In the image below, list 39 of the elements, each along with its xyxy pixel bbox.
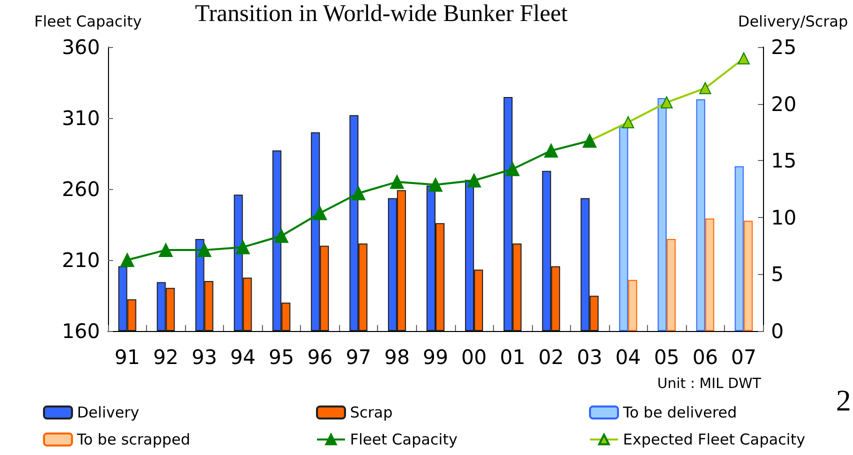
y2-tick-label: 15 bbox=[771, 148, 796, 173]
x-tick-label: 96 bbox=[307, 345, 333, 369]
x-tick-label: 07 bbox=[731, 345, 756, 369]
x-tick-label: 97 bbox=[346, 345, 372, 369]
chart-title: Transition in World-wide Bunker Fleet bbox=[195, 1, 568, 27]
y2-tick-label: 10 bbox=[771, 205, 796, 230]
y-tick-label: 260 bbox=[62, 177, 100, 201]
y2-tick-label: 20 bbox=[771, 92, 796, 116]
y2-tick-label: 0 bbox=[771, 319, 784, 343]
x-tick-label: 92 bbox=[153, 345, 179, 369]
x-tick-label: 95 bbox=[268, 345, 294, 369]
x-tick-label: 94 bbox=[230, 345, 256, 369]
legend-label: Scrap bbox=[350, 404, 393, 422]
y-tick-label: 160 bbox=[62, 319, 100, 343]
x-tick-label: 99 bbox=[422, 345, 448, 369]
x-tick-label: 02 bbox=[538, 345, 564, 369]
legend-label: To be scrapped bbox=[76, 430, 190, 448]
y-tick-label: 360 bbox=[62, 35, 100, 59]
text: Unit : MIL DWT bbox=[657, 376, 762, 392]
y2-axis-title: Delivery/Scrap bbox=[738, 12, 848, 30]
x-tick-label: 06 bbox=[692, 345, 718, 369]
legend-label: Delivery bbox=[77, 404, 140, 422]
x-tick-label: 03 bbox=[576, 345, 602, 369]
x-tick-label: 98 bbox=[384, 345, 410, 369]
x-tick-label: 05 bbox=[654, 345, 680, 369]
x-tick-label: 00 bbox=[461, 345, 487, 369]
text: 2 bbox=[836, 384, 851, 418]
y2-tick-label: 25 bbox=[771, 35, 796, 59]
legend-label: Fleet Capacity bbox=[350, 430, 458, 448]
legend-label: To be delivered bbox=[622, 404, 737, 422]
y-axis-title: Fleet Capacity bbox=[34, 12, 142, 30]
x-tick-label: 91 bbox=[114, 345, 140, 369]
x-tick-label: 93 bbox=[192, 345, 218, 369]
legend-label: Expected Fleet Capacity bbox=[623, 430, 806, 448]
x-tick-label: 01 bbox=[500, 345, 526, 369]
y-tick-label: 310 bbox=[62, 106, 100, 130]
x-tick-label: 04 bbox=[615, 345, 641, 369]
y-tick-label: 210 bbox=[62, 248, 100, 272]
y2-tick-label: 5 bbox=[771, 262, 784, 286]
